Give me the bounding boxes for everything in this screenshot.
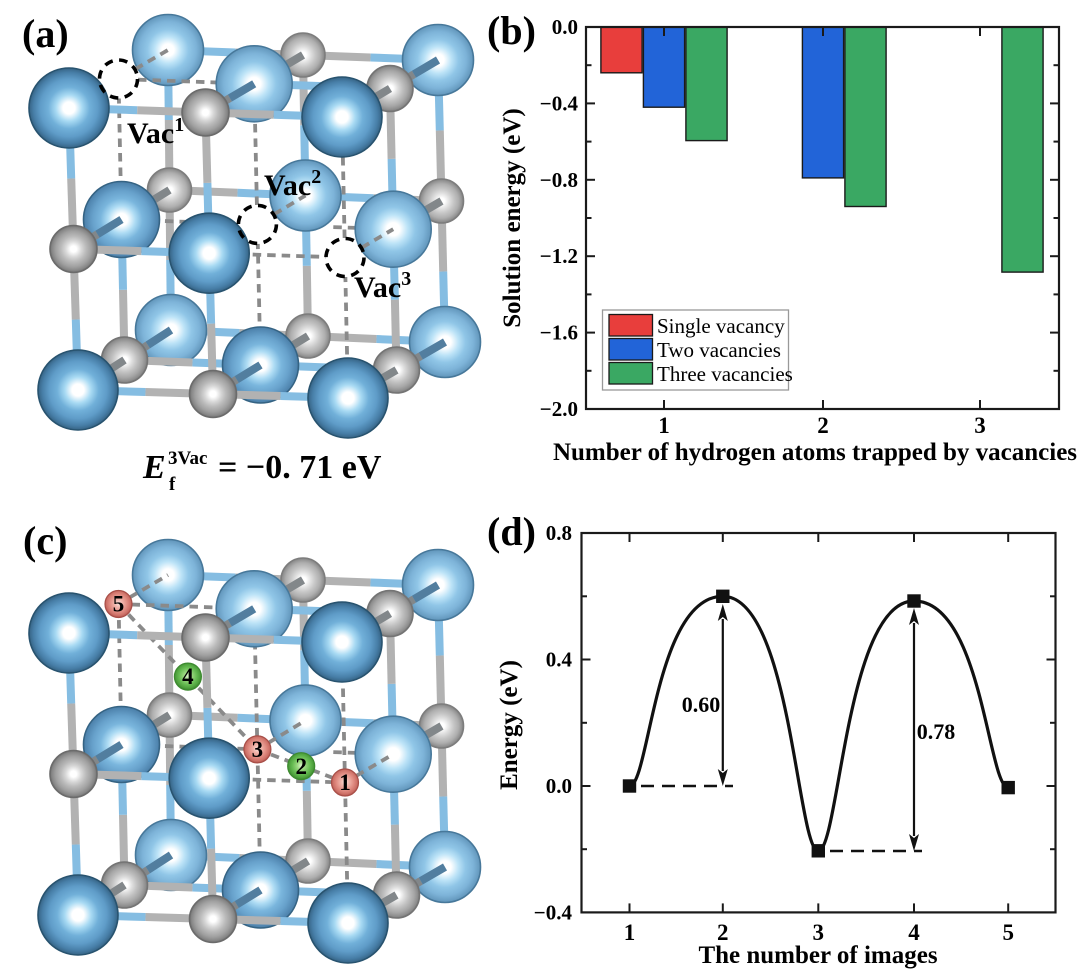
svg-text:2: 2 (717, 920, 729, 945)
svg-text:The number of images: The number of images (698, 942, 937, 969)
svg-text:f: f (169, 474, 176, 495)
svg-text:(a): (a) (22, 11, 69, 56)
svg-text:0.78: 0.78 (917, 719, 956, 744)
svg-text:5: 5 (1002, 920, 1014, 945)
svg-text:0.4: 0.4 (546, 648, 573, 672)
svg-text:1: 1 (339, 770, 351, 795)
svg-text:0.0: 0.0 (552, 15, 578, 39)
svg-text:0.0: 0.0 (546, 774, 572, 798)
svg-text:1: 1 (658, 413, 670, 438)
svg-text:3Vac: 3Vac (168, 448, 207, 469)
svg-text:−2.0: −2.0 (540, 397, 578, 421)
svg-text:(d): (d) (487, 509, 536, 554)
svg-text:Single vacancy: Single vacancy (657, 314, 785, 338)
svg-text:(b): (b) (487, 8, 536, 53)
svg-text:E: E (142, 449, 166, 486)
svg-text:0.8: 0.8 (546, 521, 572, 545)
svg-text:1: 1 (624, 920, 636, 945)
svg-text:0.60: 0.60 (682, 692, 721, 717)
svg-text:4: 4 (182, 664, 194, 689)
svg-text:Number of hydrogen atoms trapp: Number of hydrogen atoms trapped by vaca… (553, 439, 1077, 466)
svg-text:Two vacancies: Two vacancies (657, 338, 781, 362)
svg-text:2: 2 (295, 754, 307, 779)
svg-text:5: 5 (113, 592, 125, 617)
svg-text:−1.6: −1.6 (540, 321, 578, 345)
svg-text:= −0. 71 eV: = −0. 71 eV (218, 449, 382, 486)
svg-text:Three vacancies: Three vacancies (657, 362, 793, 386)
svg-text:3: 3 (252, 737, 264, 762)
svg-text:−0.4: −0.4 (534, 901, 573, 925)
svg-text:−0.8: −0.8 (540, 168, 578, 192)
svg-text:−0.4: −0.4 (540, 91, 579, 115)
svg-text:Energy (eV): Energy (eV) (496, 660, 523, 790)
svg-text:4: 4 (908, 920, 920, 945)
svg-text:−1.2: −1.2 (540, 244, 578, 268)
svg-text:3: 3 (974, 413, 986, 438)
svg-text:(c): (c) (23, 518, 67, 563)
svg-text:Solution energy (eV): Solution energy (eV) (499, 108, 526, 327)
svg-text:2: 2 (817, 413, 829, 438)
svg-text:3: 3 (813, 920, 825, 945)
